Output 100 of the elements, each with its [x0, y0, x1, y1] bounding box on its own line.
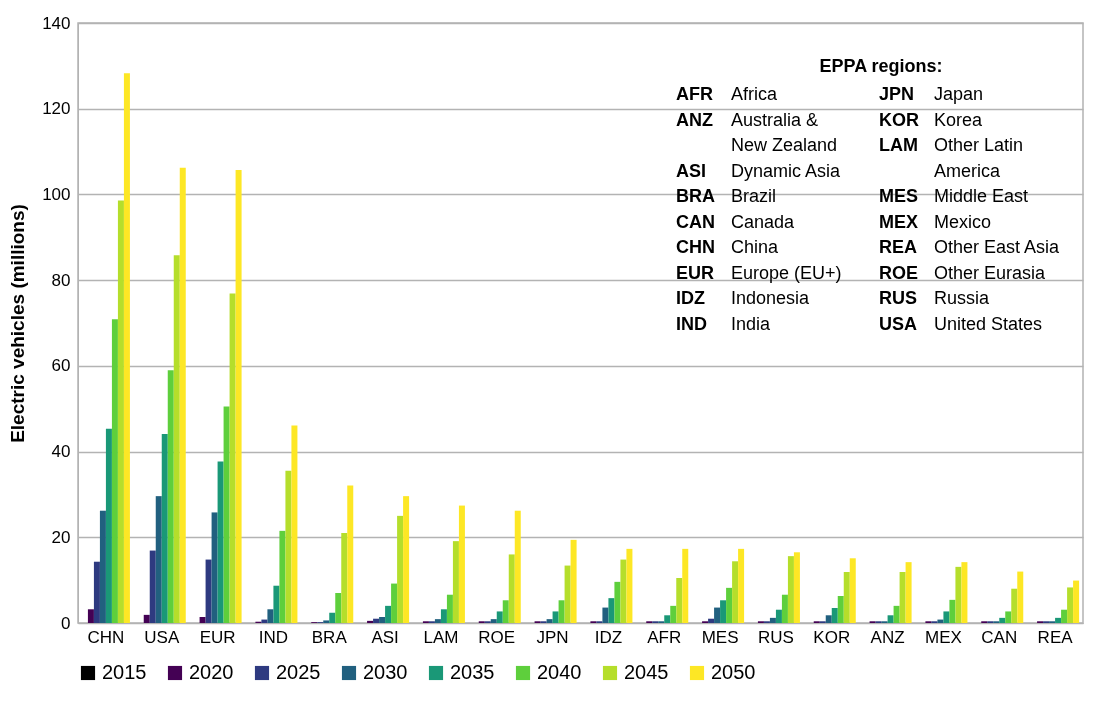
- bar: [149, 550, 156, 623]
- bar: [446, 594, 453, 623]
- bar: [726, 587, 733, 623]
- bar: [440, 609, 447, 623]
- text: ROE Other Eurasia: [878, 262, 1046, 283]
- bar: [849, 558, 856, 623]
- bar: [87, 609, 94, 623]
- bar: [117, 200, 124, 623]
- bar: [434, 619, 441, 623]
- bar: [273, 585, 280, 623]
- bar: [961, 562, 968, 623]
- bar: [458, 505, 465, 623]
- x-tick-label: KOR: [813, 627, 851, 647]
- bar: [123, 73, 130, 623]
- x-tick-label: BRA: [311, 627, 348, 647]
- bar: [205, 559, 212, 623]
- bar: [111, 319, 118, 623]
- bar: [570, 539, 577, 623]
- bar: [105, 428, 112, 623]
- bar: [787, 556, 794, 623]
- bar: [626, 548, 633, 623]
- text: AFR Africa: [675, 84, 777, 104]
- x-tick-label: ROE: [478, 627, 516, 647]
- text: MES Middle East: [878, 186, 1029, 206]
- bar: [143, 614, 150, 623]
- bar: [682, 548, 689, 623]
- legend-label: 2015: [102, 661, 147, 683]
- text: USA United States: [878, 313, 1043, 334]
- bar: [1067, 587, 1074, 623]
- x-tick-label: AFR: [647, 627, 682, 647]
- bar: [905, 562, 912, 623]
- x-tick-label: USA: [144, 627, 180, 647]
- bar: [167, 370, 174, 623]
- bar: [93, 561, 100, 623]
- bar: [714, 607, 721, 623]
- bar: [732, 561, 739, 623]
- text: LAM Other Latin America: [878, 135, 1024, 181]
- bar: [546, 619, 553, 623]
- bar: [955, 566, 962, 623]
- bar: [161, 434, 168, 623]
- bar: [670, 605, 677, 623]
- bar: [738, 548, 745, 623]
- bar: [775, 609, 782, 623]
- x-tick-label: LAM: [423, 627, 459, 647]
- bar: [552, 611, 559, 623]
- text: IDZ Indonesia: [675, 288, 810, 308]
- bar: [608, 598, 615, 623]
- bar: [335, 593, 342, 623]
- text: REA Other East Asia: [878, 237, 1060, 257]
- text: ANZ Australia & New Zealand: [675, 109, 838, 155]
- y-tick-label: 20: [51, 527, 71, 547]
- x-tick-label: JPN: [536, 627, 569, 647]
- bar: [564, 565, 571, 623]
- bar: [1005, 611, 1012, 623]
- bar: [1073, 580, 1080, 623]
- text: EUR Europe (EU+): [675, 262, 842, 283]
- text: IND India: [675, 313, 771, 334]
- x-tick-label: ASI: [371, 627, 399, 647]
- bar: [452, 541, 459, 623]
- bar: [347, 485, 354, 623]
- x-tick-label: IDZ: [594, 627, 623, 647]
- bar: [843, 572, 850, 623]
- bar: [379, 617, 386, 623]
- bar: [708, 618, 715, 623]
- x-tick-label: RUS: [757, 627, 794, 647]
- bar: [502, 600, 509, 623]
- bar: [837, 596, 844, 623]
- x-tick-label: EUR: [199, 627, 236, 647]
- text: KOR Korea: [878, 109, 983, 130]
- bar: [229, 293, 236, 623]
- x-tick-label: IND: [258, 627, 289, 647]
- bar: [279, 530, 286, 623]
- bar: [1017, 571, 1024, 623]
- bar: [664, 615, 671, 623]
- x-tick-label: CHN: [87, 627, 125, 647]
- bar: [769, 617, 776, 623]
- bar: [558, 600, 565, 623]
- x-tick-label: MEX: [924, 627, 962, 647]
- bar: [999, 617, 1006, 623]
- bar: [943, 611, 950, 623]
- text: CAN Canada: [675, 211, 795, 232]
- bar: [781, 594, 788, 623]
- bar: [223, 406, 230, 623]
- bar: [155, 496, 162, 623]
- bar: [899, 572, 906, 623]
- bar: [235, 170, 242, 623]
- legend-label: 2025: [276, 661, 321, 683]
- bar: [217, 461, 224, 623]
- y-tick-label: 120: [42, 99, 71, 119]
- y-tick-label: 100: [42, 184, 71, 204]
- x-tick-label: REA: [1037, 627, 1074, 647]
- bar: [291, 425, 298, 623]
- bar: [341, 533, 348, 623]
- bar: [614, 581, 621, 623]
- bar: [676, 578, 683, 623]
- bar: [403, 496, 410, 623]
- bar: [267, 609, 274, 623]
- y-tick-label: 80: [51, 270, 71, 290]
- text: BRA Brazil: [675, 186, 776, 206]
- bar: [949, 599, 956, 623]
